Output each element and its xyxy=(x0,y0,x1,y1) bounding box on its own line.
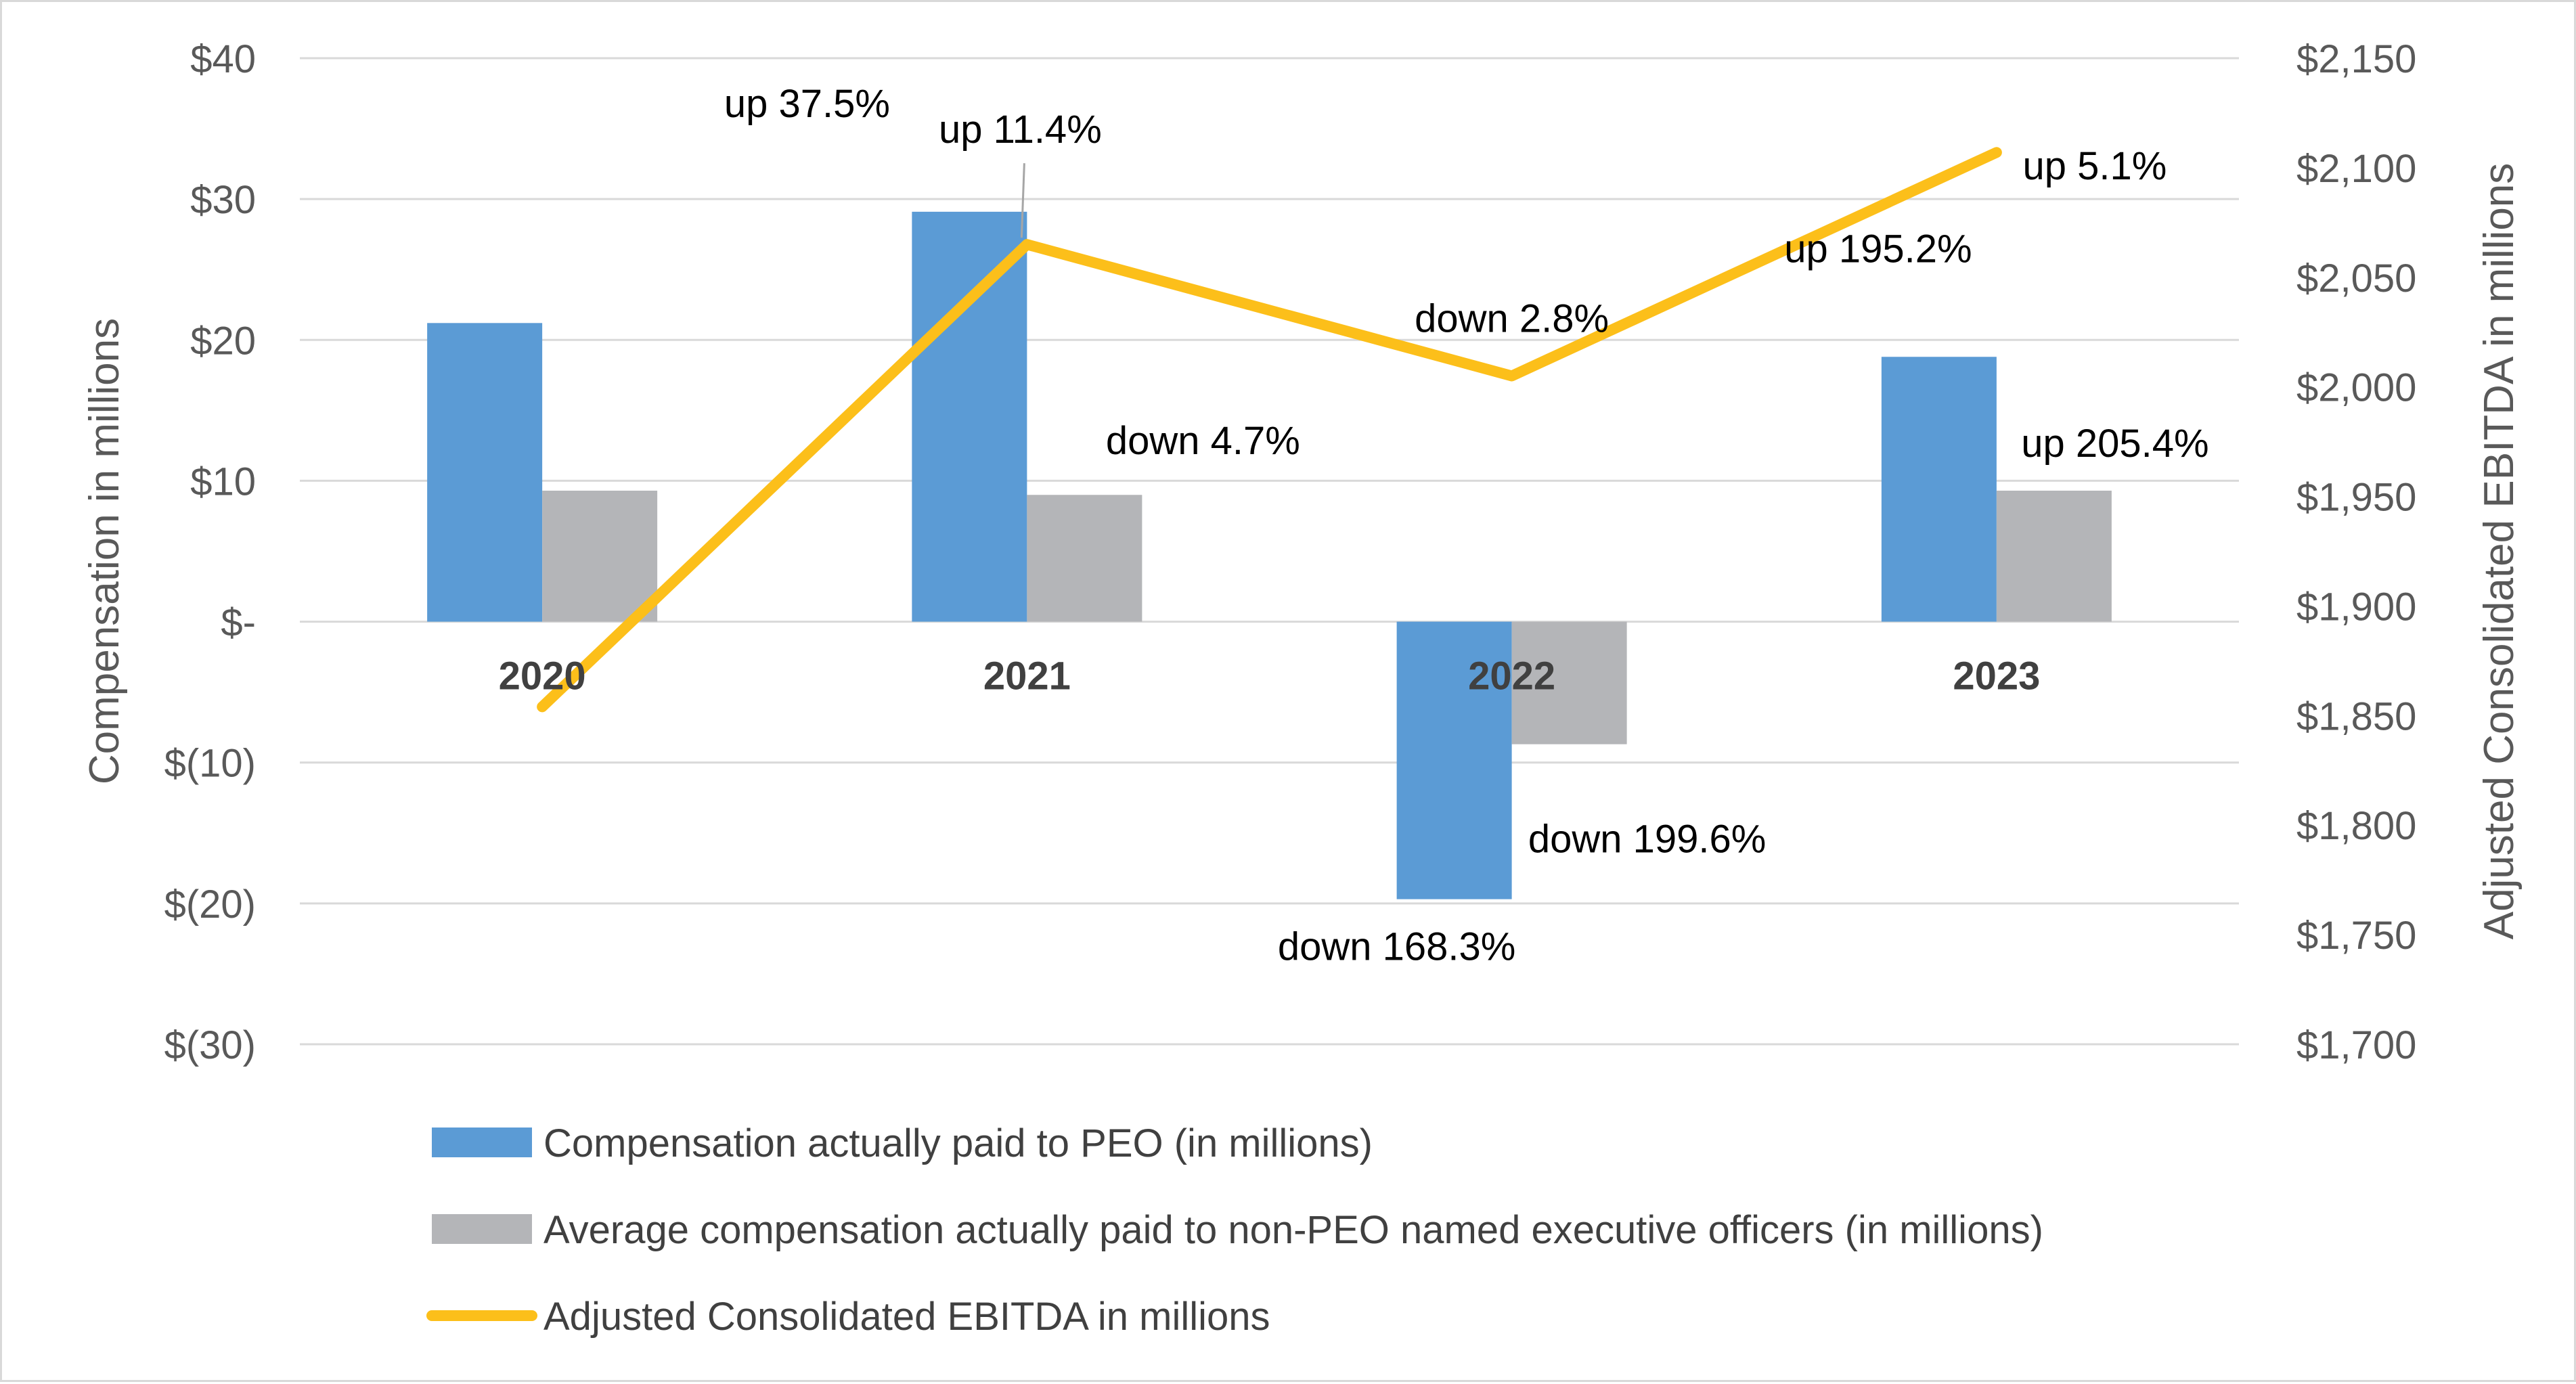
legend: Compensation actually paid to PEO (in mi… xyxy=(426,1121,2043,1339)
right-tick-label: $1,800 xyxy=(2296,804,2416,848)
left-axis-title: Compensation in millions xyxy=(81,318,128,784)
right-tick-label: $2,000 xyxy=(2296,366,2416,410)
bar-series xyxy=(427,211,2112,899)
left-tick-label: $10 xyxy=(190,460,256,504)
category-label: 2023 xyxy=(1953,654,2040,698)
legend-swatch-peo xyxy=(432,1128,532,1157)
left-tick-label: $30 xyxy=(190,178,256,222)
ebitda-point-2020 xyxy=(541,706,543,708)
legend-label: Adjusted Consolidated EBITDA in millions xyxy=(543,1295,1270,1339)
category-label: 2021 xyxy=(983,654,1071,698)
data-label: down 4.7% xyxy=(1106,419,1300,463)
legend-label: Compensation actually paid to PEO (in mi… xyxy=(543,1121,1373,1165)
right-tick-label: $2,050 xyxy=(2296,256,2416,300)
right-tick-label: $1,700 xyxy=(2296,1023,2416,1067)
legend-swatch-non-peo xyxy=(432,1214,532,1244)
right-tick-label: $1,750 xyxy=(2296,914,2416,958)
bar-non-peo-2020 xyxy=(542,490,658,622)
left-tick-label: $- xyxy=(221,601,256,645)
data-label: up 205.4% xyxy=(2021,422,2208,466)
right-axis-title: Adjusted Consolidated EBITDA in millions xyxy=(2476,163,2523,940)
axes: $40 $30 $20 $10 $- $(10) $(20) $(30) $2,150 $2,10… xyxy=(81,37,2523,1067)
bar-non-peo-2021 xyxy=(1027,495,1142,622)
category-label: 2020 xyxy=(499,654,586,698)
data-label: up 37.5% xyxy=(724,82,890,126)
ebitda-point-2021 xyxy=(1026,244,1028,246)
right-tick-label: $1,950 xyxy=(2296,476,2416,520)
data-label: down 199.6% xyxy=(1528,818,1766,862)
category-label: 2022 xyxy=(1468,654,1555,698)
right-tick-label: $2,150 xyxy=(2296,37,2416,81)
left-tick-label: $20 xyxy=(190,319,256,363)
left-tick-label: $40 xyxy=(190,37,256,81)
bar-peo-2021 xyxy=(912,211,1027,622)
right-tick-label: $2,100 xyxy=(2296,147,2416,191)
left-tick-label: $(20) xyxy=(164,883,256,927)
ebitda-point-2023 xyxy=(1995,152,1997,154)
legend-label: Average compensation actually paid to no… xyxy=(543,1208,2043,1252)
bar-non-peo-2022 xyxy=(1511,621,1627,744)
ebitda-line xyxy=(537,147,2002,713)
data-label: down 2.8% xyxy=(1415,296,1609,340)
data-labels: up 37.5% down 168.3% up 195.2% down 4.7% dow… xyxy=(724,82,2209,969)
bar-non-peo-2023 xyxy=(1996,490,2112,622)
data-label: down 168.3% xyxy=(1278,925,1515,969)
bar-peo-2020 xyxy=(427,323,543,622)
bar-peo-2023 xyxy=(1881,357,1997,622)
data-label: up 5.1% xyxy=(2022,144,2167,188)
data-label: up 11.4% xyxy=(939,108,1102,152)
right-tick-label: $1,850 xyxy=(2296,694,2416,738)
label-leader-line xyxy=(1020,163,1025,238)
left-tick-label: $(30) xyxy=(164,1023,256,1067)
bar-peo-2022 xyxy=(1396,621,1512,899)
data-label: up 195.2% xyxy=(1784,227,1972,271)
ebitda-point-2022 xyxy=(1511,375,1513,377)
line-series xyxy=(537,147,2002,713)
left-tick-label: $(10) xyxy=(164,742,256,786)
right-tick-label: $1,900 xyxy=(2296,585,2416,629)
